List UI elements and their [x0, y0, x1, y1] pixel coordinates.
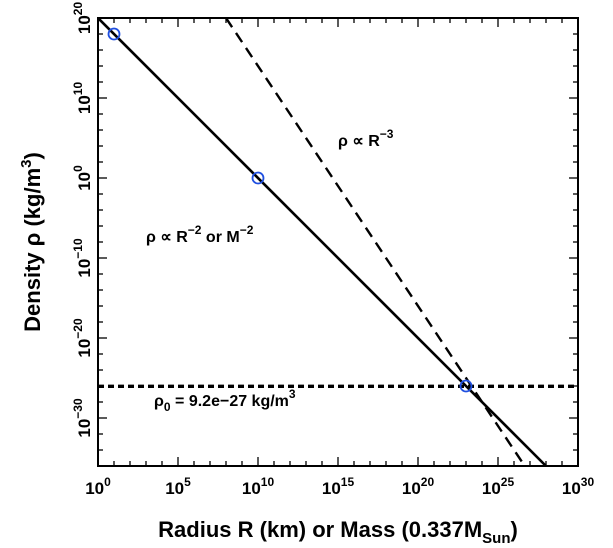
marker-point [459, 379, 473, 393]
x-tick-base: 10 [482, 479, 501, 498]
y-tick-base: 10 [75, 15, 94, 34]
rho0-label: ρ0 = 9.2e−27 kg/m3 [154, 387, 296, 414]
x-tick-label: 105 [165, 475, 191, 498]
x-tick-base: 10 [562, 479, 581, 498]
anno-sub: 0 [164, 400, 171, 414]
y-tick-exp: −20 [71, 318, 85, 339]
anno-rho: ρ [154, 393, 164, 410]
x-tick-exp: 10 [261, 475, 275, 489]
marker-point [251, 171, 265, 185]
x-tick-base: 10 [242, 479, 261, 498]
x-tick-base: 10 [165, 479, 184, 498]
y-tick-exp: 20 [71, 2, 85, 16]
annotations-layer: ρ ∝ R−3ρ ∝ R−2 or M−2ρ0 = 9.2e−27 kg/m3 [146, 127, 394, 414]
x-tick-label: 1030 [562, 475, 595, 498]
y-tick-exp: 0 [71, 165, 85, 172]
anno-sup: −3 [380, 127, 394, 141]
plot-frame [97, 17, 579, 467]
anno-text: or M [201, 229, 239, 246]
x-tick-base: 10 [85, 479, 104, 498]
y-tick-base: 10 [75, 259, 94, 278]
x-tick-label: 100 [85, 475, 111, 498]
y-axis-title: Density ρ (kg/m3) [18, 152, 45, 332]
y-tick-exp: −30 [71, 398, 85, 419]
y-tick-label: 10−20 [71, 318, 94, 358]
anno-sup: 3 [289, 387, 296, 401]
x-tick-exp: 15 [341, 475, 355, 489]
solid-label: ρ ∝ R−2 or M−2 [146, 223, 254, 246]
x-tick-exp: 0 [104, 475, 111, 489]
anno-text: = 9.2e−27 kg/m [171, 393, 289, 410]
x-axis-title-sub: Sun [482, 530, 510, 547]
y-tick-label: 1010 [71, 82, 94, 115]
anno-text: ρ ∝ R [338, 133, 380, 150]
marker-point [107, 27, 121, 41]
y-tick-label: 1020 [71, 2, 94, 35]
y-tick-exp: 10 [71, 82, 85, 96]
x-tick-label: 1025 [482, 475, 515, 498]
x-tick-labels: 100 105 1010 1015 1020 1025 1030 [85, 475, 594, 498]
y-tick-base: 10 [75, 95, 94, 114]
x-tick-base: 10 [322, 479, 341, 498]
y-axis-title-sup: 3 [18, 160, 35, 168]
y-tick-label: 10−30 [71, 398, 94, 438]
x-tick-exp: 20 [421, 475, 435, 489]
x-tick-exp: 30 [581, 475, 595, 489]
solid-line [98, 18, 547, 466]
x-axis-title-close: ) [511, 517, 518, 542]
series-layer [98, 18, 578, 466]
markers-layer [107, 27, 473, 393]
x-axis-title-main: Radius R (km) or Mass (0.337M [158, 517, 482, 542]
anno-sup: −2 [240, 223, 254, 237]
x-tick-exp: 5 [184, 475, 191, 489]
x-tick-exp: 25 [501, 475, 515, 489]
y-tick-exp: −10 [71, 238, 85, 259]
anno-sup: −2 [188, 223, 202, 237]
y-axis-title-close: ) [20, 152, 45, 159]
y-tick-label: 100 [71, 165, 94, 191]
x-tick-label: 1015 [322, 475, 355, 498]
y-tick-base: 10 [75, 339, 94, 358]
anno-text: ρ ∝ R [146, 229, 188, 246]
x-axis-title: Radius R (km) or Mass (0.337MSun) [158, 517, 518, 547]
y-tick-label: 10−10 [71, 238, 94, 278]
x-tick-base: 10 [402, 479, 421, 498]
x-tick-label: 1020 [402, 475, 435, 498]
y-axis-title-main: Density ρ (kg/m [20, 168, 45, 332]
y-tick-base: 10 [75, 172, 94, 191]
y-tick-base: 10 [75, 419, 94, 438]
x-tick-label: 1010 [242, 475, 275, 498]
dashed-label: ρ ∝ R−3 [338, 127, 394, 150]
